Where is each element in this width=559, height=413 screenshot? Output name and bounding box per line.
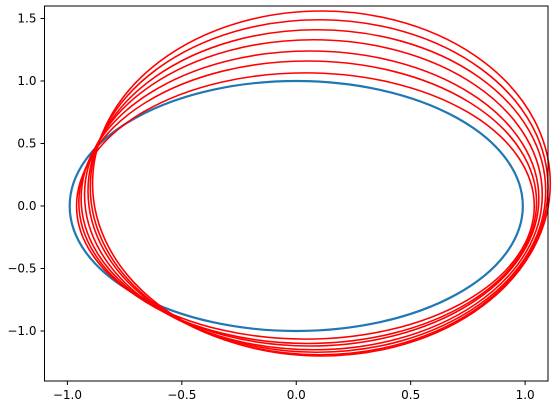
x-tick-label: 1.0 bbox=[516, 388, 535, 402]
red-ellipse-series-1 bbox=[75, 72, 536, 340]
y-tick-label: −0.5 bbox=[7, 262, 36, 276]
red-ellipse-series-3 bbox=[80, 50, 540, 347]
red-ellipse-series-7 bbox=[91, 10, 552, 357]
x-tick-label: −1.0 bbox=[53, 388, 82, 402]
blue-circle-series bbox=[68, 79, 524, 333]
y-tick-label: 0.5 bbox=[17, 137, 36, 151]
x-axis: −1.0 −0.5 0.0 0.5 1.0 bbox=[53, 381, 535, 402]
x-tick-label: −0.5 bbox=[167, 388, 196, 402]
x-tick-label: 0.0 bbox=[287, 388, 306, 402]
red-ellipse-series-2 bbox=[78, 60, 538, 345]
y-tick-label: 1.0 bbox=[17, 74, 36, 88]
y-axis: −1.0 −0.5 0.0 0.5 1.0 1.5 bbox=[7, 12, 45, 338]
y-tick-label: 0.0 bbox=[17, 199, 36, 213]
y-tick-label: 1.5 bbox=[17, 12, 36, 26]
x-tick-label: 0.5 bbox=[401, 388, 420, 402]
red-ellipse-series-5 bbox=[87, 28, 547, 354]
series-layer bbox=[68, 10, 552, 357]
red-ellipse-series-4 bbox=[83, 38, 544, 351]
y-tick-label: −1.0 bbox=[7, 324, 36, 338]
